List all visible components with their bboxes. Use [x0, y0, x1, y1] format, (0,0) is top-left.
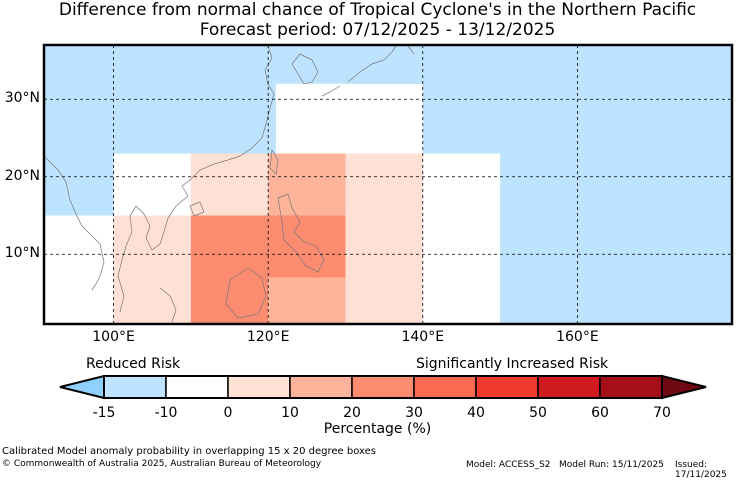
anomaly-cell-10	[345, 153, 423, 324]
colorbar-swatch-8	[599, 375, 663, 399]
map-frame	[42, 43, 734, 326]
anomaly-cell-12	[422, 83, 501, 154]
footer-copyright: © Commonwealth of Australia 2025, Austra…	[2, 459, 322, 469]
colorbar-tick-label: 10	[281, 405, 299, 421]
anomaly-cell-11	[422, 153, 501, 324]
colorbar-tick-label: 30	[405, 405, 423, 421]
colorbar-tick-label: 40	[467, 405, 485, 421]
grid-lines	[44, 45, 732, 324]
coastline-philippines	[277, 193, 325, 273]
colorbar-tick-label: 20	[343, 405, 361, 421]
lon-tick-label: 100°E	[92, 329, 135, 345]
colorbar-xlabel: Percentage (%)	[323, 421, 432, 437]
coastline-west	[43, 155, 101, 245]
anomaly-cell-1	[44, 215, 114, 324]
lat-tick-label: 10°N	[4, 245, 40, 262]
footer-issued: Issued: 17/11/2025	[675, 460, 727, 480]
colorbar-tick-label: 70	[653, 405, 671, 421]
map-title: Difference from normal chance of Tropica…	[58, 0, 697, 20]
colorbar-swatch-3	[289, 375, 353, 399]
anomaly-cell-9	[268, 153, 346, 216]
lat-tick-label: 20°N	[4, 167, 40, 184]
coastline-malay	[159, 287, 177, 323]
lon-tick-label: 160°E	[556, 329, 599, 345]
anomaly-cell-7	[268, 215, 346, 278]
map-figure	[42, 43, 734, 400]
lon-tick-label: 120°E	[246, 329, 290, 345]
anomaly-cell-5	[190, 153, 269, 216]
colorbar	[59, 374, 707, 400]
anomaly-cell-14	[345, 45, 423, 84]
coastline	[43, 45, 415, 323]
coastline-asia	[117, 45, 275, 313]
coastline-indochina	[91, 243, 105, 291]
colorbar-tick-label: 50	[529, 405, 547, 421]
colorbar-frame	[103, 375, 663, 399]
anomaly-cell-4	[113, 153, 191, 216]
anomaly-cell-6	[190, 215, 269, 324]
footer-model: Model: ACCESS_S2	[466, 460, 551, 470]
colorbar-swatch-4	[351, 375, 415, 399]
anomaly-cell-2	[113, 215, 191, 324]
footer-description: Calibrated Model anomaly probability in …	[2, 446, 377, 457]
increased-risk-label: Significantly Increased Risk	[416, 356, 609, 372]
colorbar-tick-label: -15	[92, 405, 116, 421]
coastline-korea	[291, 53, 319, 85]
colorbar-over-arrow	[661, 374, 707, 400]
colorbar-swatch-2	[227, 375, 291, 399]
reduced-risk-label: Reduced Risk	[86, 356, 181, 372]
colorbar-swatch-0	[103, 375, 167, 399]
colorbar-swatch-1	[165, 375, 229, 399]
colorbar-swatch-5	[413, 375, 477, 399]
lat-tick-label: 30°N	[4, 90, 40, 107]
colorbar-tick-label: 60	[591, 405, 609, 421]
colorbar-swatch-6	[475, 375, 539, 399]
anomaly-cell-8	[268, 277, 346, 324]
coastline-hainan	[189, 201, 205, 217]
colorbar-swatch-7	[537, 375, 601, 399]
colorbar-tick-label: -10	[154, 405, 178, 421]
coastline-borneo	[225, 267, 267, 319]
colorbar-under-arrow	[59, 374, 105, 400]
colorbar-tick-label: 0	[223, 405, 233, 421]
footer-model-run: Model Run: 15/11/2025	[559, 460, 664, 470]
coastline-japan	[321, 45, 415, 97]
map-subtitle: Forecast period: 07/12/2025 - 13/12/2025	[199, 20, 556, 40]
lon-tick-label: 140°E	[401, 329, 445, 345]
coastline-taiwan	[269, 148, 279, 175]
anomaly-cell-13	[275, 83, 423, 154]
anomaly-cells	[44, 45, 732, 324]
anomaly-cell-3	[44, 153, 114, 216]
